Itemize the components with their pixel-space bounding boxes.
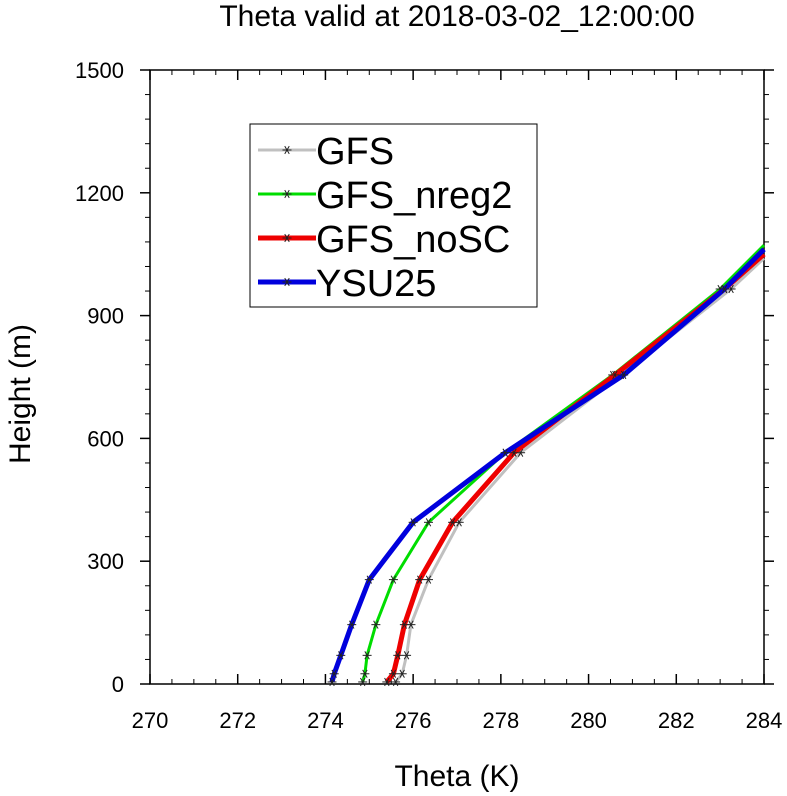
y-tick-label: 300 — [87, 549, 124, 574]
series-gfs — [391, 257, 766, 687]
data-point-marker — [448, 518, 458, 527]
data-point-marker — [382, 677, 392, 687]
legend-box — [249, 123, 538, 308]
legend-item: GFS — [258, 131, 394, 173]
data-point-marker — [336, 651, 346, 660]
legend-item: GFS_noSC — [258, 219, 510, 261]
series-line — [329, 247, 766, 683]
legend-marker — [282, 145, 292, 155]
y-tick-label: 900 — [87, 304, 124, 329]
data-point-marker — [347, 620, 357, 629]
data-point-marker — [399, 620, 409, 629]
y-tick-label: 1200 — [75, 181, 124, 206]
legend-marker — [282, 189, 292, 199]
legend-label: YSU25 — [316, 263, 436, 305]
y-axis-label: Height (m) — [4, 324, 37, 464]
x-tick-label: 276 — [395, 708, 432, 733]
data-point-marker — [388, 575, 398, 584]
data-point-marker — [362, 651, 372, 660]
data-point-marker — [371, 620, 381, 629]
y-tick-label: 0 — [112, 672, 124, 697]
x-axis-label: Theta (K) — [394, 760, 519, 793]
data-point-marker — [402, 651, 412, 660]
data-point-marker — [423, 575, 433, 584]
legend-label: GFS — [316, 131, 394, 173]
y-tick-label: 1500 — [75, 58, 124, 83]
data-point-marker — [364, 575, 374, 584]
data-point-marker — [397, 669, 407, 678]
x-tick-label: 280 — [570, 708, 607, 733]
legend-marker — [282, 277, 292, 287]
legend-marker — [282, 233, 292, 243]
data-point-marker — [500, 448, 510, 457]
y-tick-label: 600 — [87, 426, 124, 451]
data-point-marker — [393, 651, 403, 660]
data-point-marker — [619, 370, 629, 380]
series-lines — [327, 244, 766, 687]
data-point-marker — [720, 284, 730, 294]
data-point-marker — [408, 518, 418, 527]
series-line — [384, 252, 766, 684]
x-tick-label: 274 — [307, 708, 344, 733]
x-tick-label: 282 — [658, 708, 695, 733]
series-ysu25 — [327, 247, 766, 687]
x-tick-label: 270 — [132, 708, 169, 733]
data-point-marker — [423, 518, 433, 527]
legend-item: YSU25 — [258, 263, 436, 305]
legend-item: GFS_nreg2 — [258, 175, 512, 217]
legend-label: GFS_noSC — [316, 219, 510, 261]
axes: 270 272 274 276 278 280 282 284 0 300 600 900 1200 15… — [75, 58, 782, 733]
series-line — [394, 257, 766, 683]
data-point-marker — [360, 669, 370, 678]
data-point-marker — [327, 677, 337, 687]
chart-title: Theta valid at 2018-03-02_12:00:00 — [219, 0, 694, 33]
data-point-marker — [415, 575, 425, 584]
x-tick-label: 284 — [746, 708, 783, 733]
series-gfs-nosc — [382, 252, 766, 687]
x-tick-label: 278 — [482, 708, 519, 733]
data-point-marker — [391, 677, 401, 687]
data-point-marker — [358, 677, 368, 687]
data-point-marker — [329, 669, 339, 678]
x-tick-label: 272 — [219, 708, 256, 733]
plot-area: 270 272 274 276 278 280 282 284 0 300 600 900 1200 15… — [75, 58, 782, 733]
legend-label: GFS_nreg2 — [316, 175, 512, 217]
data-point-marker — [388, 669, 398, 678]
